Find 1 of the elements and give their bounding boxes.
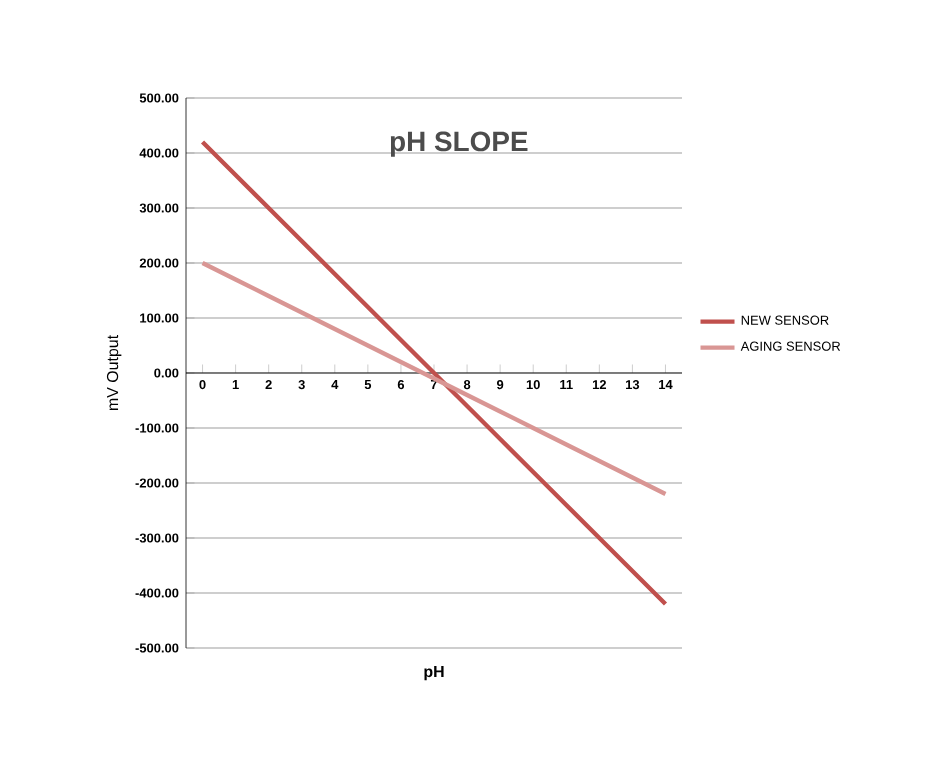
text: pH SLOPE: [390, 131, 528, 157]
